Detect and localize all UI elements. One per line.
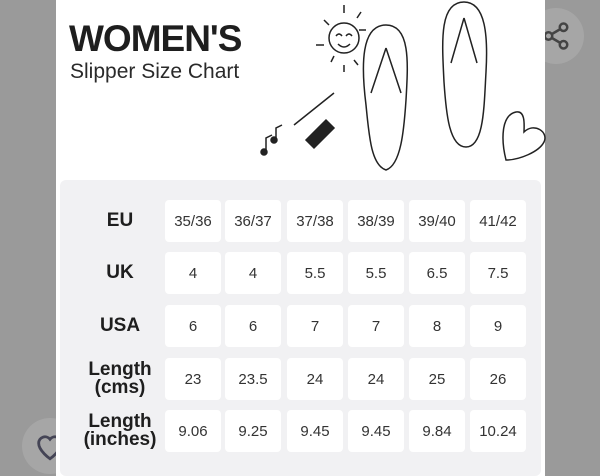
flip-flops-illustration (260, 1, 546, 171)
row-label: Length (cms) (88, 359, 152, 398)
table-cell: 6 (225, 305, 281, 347)
table-cell: 23.5 (225, 358, 281, 400)
table-row: USA 6 6 7 7 8 9 (60, 305, 541, 347)
table-cell: 26 (470, 358, 526, 400)
table-row: Length (cms) 23 23.5 24 24 25 26 (60, 358, 541, 400)
product-image[interactable]: WOMEN'S Slipper Size Chart EU 35/36 36/37 3… (56, 0, 546, 476)
table-cell: 9.84 (409, 410, 465, 452)
table-row: EU 35/36 36/37 37/38 38/39 39/40 41/42 (60, 200, 541, 242)
table-cell: 37/38 (287, 200, 343, 242)
table-cell: 36/37 (225, 200, 281, 242)
table-cell: 41/42 (470, 200, 526, 242)
table-cell: 4 (165, 252, 221, 294)
table-cell: 24 (348, 358, 404, 400)
row-label: EU (106, 210, 134, 231)
table-cell: 9 (470, 305, 526, 347)
table-cell: 9.45 (287, 410, 343, 452)
table-cell: 7.5 (470, 252, 526, 294)
table-cell: 5.5 (287, 252, 343, 294)
table-cell: 25 (409, 358, 465, 400)
table-cell: 7 (287, 305, 343, 347)
table-cell: 9.45 (348, 410, 404, 452)
table-cell: 7 (348, 305, 404, 347)
table-row: UK 4 4 5.5 5.5 6.5 7.5 (60, 252, 541, 294)
table-cell: 9.25 (225, 410, 281, 452)
table-cell: 10.24 (470, 410, 526, 452)
table-cell: 24 (287, 358, 343, 400)
table-cell: 9.06 (165, 410, 221, 452)
row-label: UK (106, 262, 134, 283)
table-cell: 5.5 (348, 252, 404, 294)
table-cell: 23 (165, 358, 221, 400)
table-cell: 38/39 (348, 200, 404, 242)
row-label: USA (99, 315, 141, 336)
table-cell: 6.5 (409, 252, 465, 294)
size-chart-table: EU 35/36 36/37 37/38 38/39 39/40 41/42 UK 4 4 5.5 5… (60, 180, 541, 476)
chart-subtitle: Slipper Size Chart (70, 60, 240, 83)
table-cell: 4 (225, 252, 281, 294)
table-row: Length (inches) 9.06 9.25 9.45 9.45 9.84 10.24 (60, 410, 541, 452)
table-cell: 6 (165, 305, 221, 347)
table-cell: 35/36 (165, 200, 221, 242)
chart-title: WOMEN'S (69, 18, 242, 59)
table-cell: 8 (409, 305, 465, 347)
row-label: Length (inches) (83, 411, 157, 450)
table-cell: 39/40 (409, 200, 465, 242)
